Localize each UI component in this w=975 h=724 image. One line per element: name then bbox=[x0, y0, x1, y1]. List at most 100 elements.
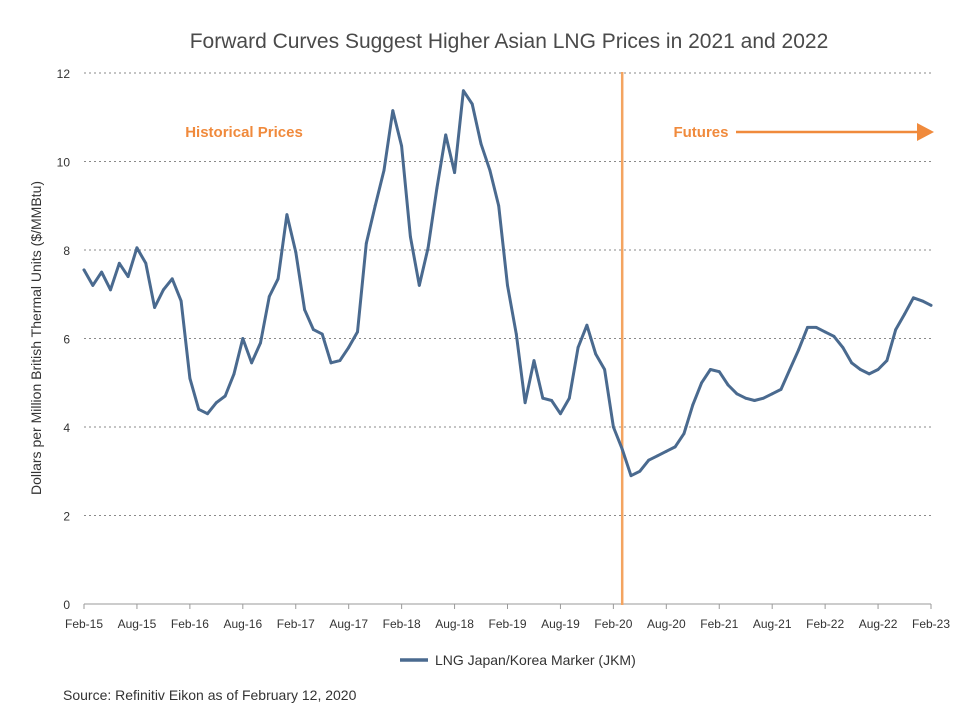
data-point bbox=[373, 204, 377, 208]
source-note: Source: Refinitiv Eikon as of February 1… bbox=[63, 687, 357, 703]
data-point bbox=[267, 295, 271, 298]
data-point bbox=[409, 235, 412, 239]
x-tick-label: Feb-20 bbox=[594, 617, 632, 631]
data-point bbox=[356, 330, 359, 334]
historical-prices-label: Historical Prices bbox=[185, 124, 303, 141]
data-point bbox=[709, 368, 712, 371]
data-point bbox=[770, 392, 774, 396]
data-point bbox=[876, 368, 880, 371]
data-point bbox=[241, 337, 245, 340]
data-point bbox=[559, 412, 562, 416]
data-point bbox=[259, 341, 262, 345]
data-point bbox=[153, 306, 156, 309]
data-point bbox=[806, 326, 809, 329]
data-point bbox=[903, 312, 906, 316]
futures-arrow-icon bbox=[736, 123, 934, 141]
data-point bbox=[832, 334, 836, 338]
data-point bbox=[250, 361, 254, 365]
data-point bbox=[214, 401, 218, 405]
data-point bbox=[532, 359, 536, 363]
data-point bbox=[453, 171, 456, 174]
data-point bbox=[311, 328, 315, 332]
data-point bbox=[814, 326, 818, 329]
data-point bbox=[506, 284, 509, 287]
x-tick-label: Aug-16 bbox=[223, 617, 262, 631]
data-point bbox=[717, 370, 721, 374]
data-point bbox=[117, 261, 121, 265]
data-point bbox=[611, 425, 615, 429]
y-tick-label: 4 bbox=[63, 421, 70, 435]
data-point bbox=[761, 396, 765, 400]
data-point bbox=[550, 399, 554, 402]
data-point bbox=[391, 109, 395, 113]
x-tick-label: Feb-15 bbox=[65, 617, 103, 631]
data-point bbox=[497, 204, 501, 208]
legend: LNG Japan/Korea Marker (JKM) bbox=[400, 652, 636, 668]
data-point bbox=[126, 275, 130, 278]
data-point bbox=[885, 359, 889, 363]
data-point bbox=[779, 387, 783, 391]
data-point bbox=[470, 102, 474, 106]
data-point bbox=[629, 474, 633, 478]
chart-title: Forward Curves Suggest Higher Asian LNG … bbox=[190, 30, 829, 53]
data-point bbox=[320, 332, 324, 336]
data-point bbox=[109, 288, 112, 292]
y-axis-label: Dollars per Million British Thermal Unit… bbox=[28, 181, 44, 495]
futures-label: Futures bbox=[673, 124, 728, 141]
data-point bbox=[753, 399, 756, 402]
data-point bbox=[223, 394, 227, 398]
x-tick-labels: Feb-15 Aug-15 Feb-16 Aug-16 Feb-17 Aug-17 Feb-… bbox=[65, 617, 950, 631]
data-point bbox=[664, 449, 668, 453]
data-point bbox=[576, 345, 580, 349]
data-point bbox=[682, 432, 686, 436]
data-point bbox=[656, 454, 659, 458]
data-point bbox=[400, 144, 404, 148]
data-point bbox=[797, 348, 801, 351]
data-point bbox=[867, 372, 871, 376]
y-tick-label: 8 bbox=[63, 244, 70, 258]
x-tick-label: Aug-17 bbox=[329, 617, 368, 631]
x-tick-label: Aug-18 bbox=[435, 617, 474, 631]
legend-label: LNG Japan/Korea Marker (JKM) bbox=[435, 652, 636, 668]
data-point bbox=[338, 359, 342, 363]
x-tick-label: Aug-21 bbox=[753, 617, 792, 631]
data-point bbox=[691, 403, 695, 407]
x-tick-label: Feb-18 bbox=[383, 617, 421, 631]
data-point bbox=[144, 261, 148, 265]
data-point bbox=[647, 458, 651, 462]
data-point bbox=[585, 323, 589, 327]
data-point bbox=[91, 284, 95, 287]
data-point bbox=[276, 277, 280, 281]
data-point bbox=[188, 376, 192, 380]
data-point bbox=[514, 332, 518, 336]
data-point bbox=[285, 213, 289, 217]
data-point bbox=[435, 186, 439, 190]
x-tick-label: Aug-20 bbox=[647, 617, 686, 631]
data-point bbox=[135, 246, 139, 250]
y-tick-label: 0 bbox=[63, 598, 70, 612]
series-line-jkm bbox=[82, 89, 933, 478]
data-point bbox=[329, 361, 333, 365]
data-point bbox=[523, 401, 527, 405]
data-point bbox=[364, 241, 368, 245]
data-point bbox=[232, 372, 236, 376]
data-point bbox=[179, 299, 183, 303]
data-point bbox=[920, 299, 924, 303]
data-point bbox=[426, 246, 430, 250]
data-point bbox=[488, 168, 492, 172]
data-point bbox=[823, 330, 827, 334]
data-point bbox=[726, 383, 730, 387]
x-tick-label: Feb-23 bbox=[912, 617, 950, 631]
gridlines bbox=[84, 72, 931, 516]
x-tick-label: Feb-17 bbox=[277, 617, 315, 631]
x-tick-label: Feb-21 bbox=[700, 617, 738, 631]
data-point bbox=[911, 296, 915, 300]
y-tick-labels: 0 2 4 6 8 10 12 bbox=[57, 67, 71, 612]
data-point bbox=[479, 142, 483, 146]
data-point bbox=[444, 133, 448, 137]
data-point bbox=[620, 447, 624, 451]
data-point bbox=[461, 89, 465, 93]
data-point bbox=[859, 368, 862, 371]
data-point bbox=[206, 412, 209, 416]
